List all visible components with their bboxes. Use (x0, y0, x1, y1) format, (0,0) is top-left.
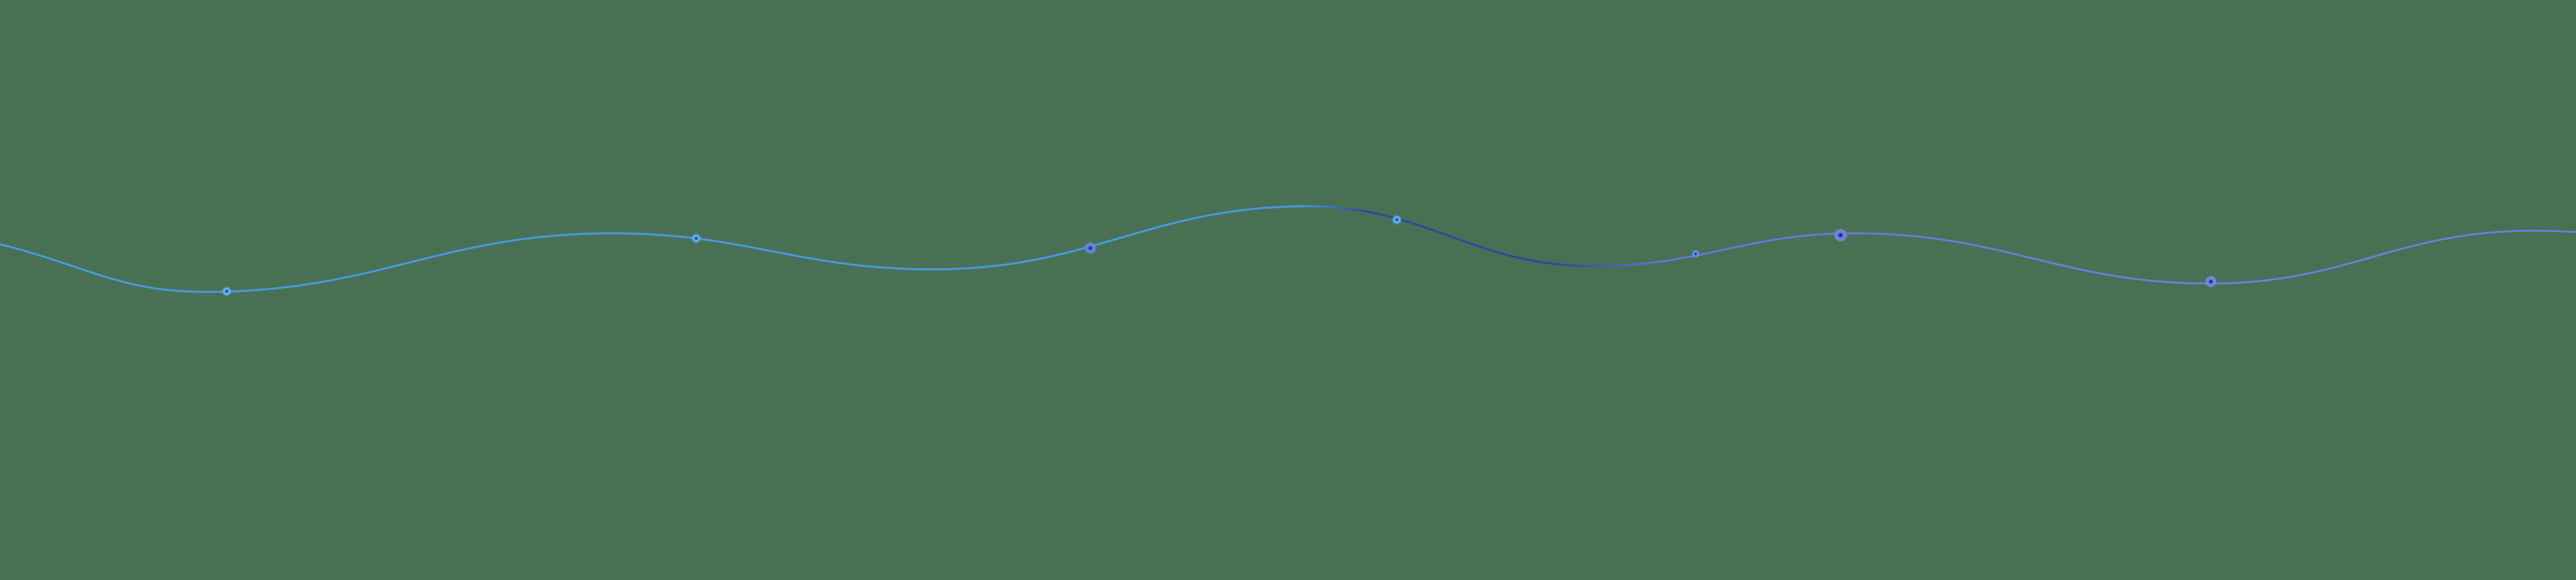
data-point-marker (1392, 215, 1402, 225)
data-point-marker (1084, 242, 1097, 255)
data-point-marker (691, 233, 701, 244)
data-point-marker (2204, 275, 2217, 288)
marker-center-dot (1088, 246, 1092, 250)
data-point-marker (1691, 249, 1700, 258)
marker-center-dot (695, 237, 697, 240)
marker-center-dot (1396, 218, 1398, 221)
data-point-marker (1833, 228, 1848, 242)
marker-center-dot (225, 290, 228, 293)
marker-center-dot (2209, 280, 2213, 284)
wave-line (0, 205, 2576, 293)
marker-center-dot (1838, 233, 1843, 238)
marker-center-dot (1694, 253, 1697, 255)
data-point-marker (222, 286, 232, 296)
data-point-markers (222, 215, 2217, 296)
